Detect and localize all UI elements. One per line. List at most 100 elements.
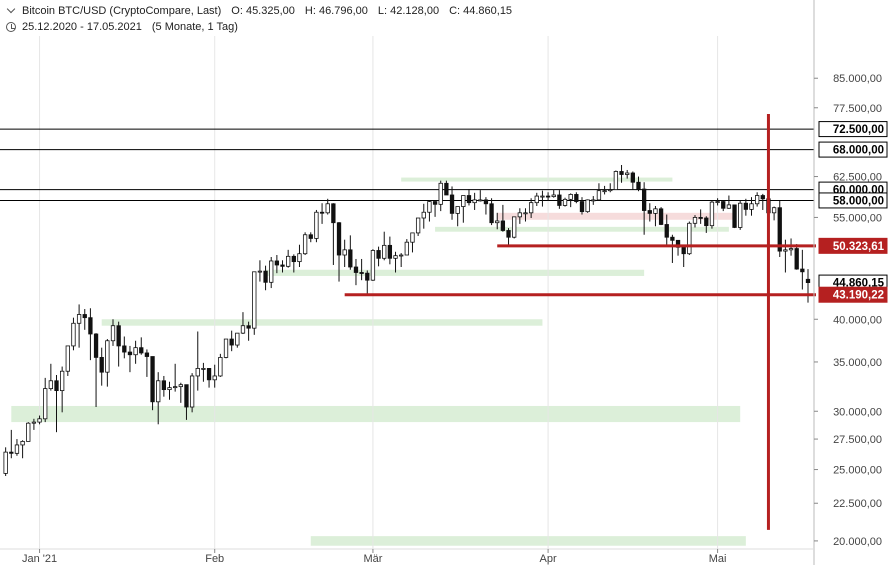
candle-body — [76, 314, 82, 324]
y-tick-label: 62.500,00 — [833, 172, 882, 184]
candle-body — [613, 171, 619, 191]
candle-body — [218, 357, 223, 377]
candle-body — [517, 212, 522, 218]
candle-body — [110, 325, 116, 342]
candle-body — [387, 244, 393, 259]
candle-body — [771, 207, 777, 214]
candle-body — [545, 195, 551, 198]
resistance-label-box — [818, 141, 888, 158]
open-value: O: 45.325,00 — [231, 5, 295, 17]
candle-body — [291, 255, 296, 263]
x-tick-label: Mär — [363, 553, 382, 565]
candle-body — [698, 217, 703, 219]
candle-body — [760, 195, 765, 200]
y-tick-label: 20.000,00 — [833, 536, 882, 548]
candle-body — [630, 172, 635, 183]
candle-body — [229, 338, 234, 346]
candle-body — [432, 201, 438, 205]
candle-body — [88, 317, 93, 335]
candle-body — [427, 201, 432, 213]
candle-body — [60, 370, 65, 392]
candle-body — [99, 357, 104, 373]
candle-body — [670, 236, 675, 241]
candle-body — [353, 266, 359, 273]
candle-body — [235, 332, 240, 346]
candle-body — [331, 203, 336, 224]
candle-body — [201, 368, 206, 370]
candle-body — [681, 246, 686, 255]
candle-body — [365, 272, 370, 281]
candle-body — [625, 172, 630, 175]
candle-body — [664, 224, 669, 238]
candle-body — [252, 271, 257, 329]
candle-body — [794, 248, 799, 270]
resistance-lines-layer — [0, 128, 814, 201]
resistance-label-box — [818, 121, 888, 138]
candle-body — [461, 195, 466, 207]
candle-body — [376, 250, 381, 259]
candle-body — [65, 345, 70, 372]
candle-body — [562, 198, 568, 206]
candle-body — [692, 217, 698, 224]
candle-body — [709, 201, 715, 227]
candle-body — [195, 368, 200, 377]
quote-row: Bitcoin BTC/USD (CryptoCompare, Last) O:… — [6, 5, 522, 17]
candle-body — [591, 199, 596, 202]
instrument-name: Bitcoin BTC/USD (CryptoCompare, Last) — [22, 5, 222, 17]
candle-body — [472, 199, 477, 204]
candle-body — [585, 199, 590, 213]
candle-body — [325, 203, 330, 214]
candle-body — [754, 195, 760, 205]
resistance-label: 68.000,00 — [833, 145, 884, 157]
candle-body — [257, 270, 263, 273]
candle-body — [167, 387, 172, 391]
zone-band — [401, 177, 673, 182]
y-tick-label: 85.000,00 — [833, 73, 882, 85]
support-label: 43.190,22 — [833, 290, 884, 302]
candle-body — [800, 268, 805, 273]
candle-body — [466, 195, 472, 204]
low-value: L: 42.128,00 — [377, 5, 440, 17]
candle-body — [274, 260, 280, 266]
candle-body — [14, 444, 20, 454]
candle-body — [189, 375, 195, 408]
candle-body — [71, 322, 76, 347]
candle-body — [314, 211, 319, 239]
candle-body — [483, 199, 489, 205]
y-tick-label: 77.500,00 — [833, 103, 882, 115]
candle-body — [286, 255, 291, 267]
candle-body — [246, 325, 251, 329]
candle-body — [540, 195, 545, 198]
resistance-label: 58.000,00 — [833, 195, 884, 207]
candle-body — [308, 234, 313, 239]
candle-body — [579, 201, 585, 213]
candle-body — [31, 421, 37, 424]
candle-body — [568, 194, 573, 200]
candle-body — [715, 201, 720, 203]
zone-band — [435, 226, 729, 232]
period-label: (5 Monate, 1 Tag) — [151, 21, 238, 33]
candle-body — [156, 380, 161, 403]
candle-body — [658, 208, 664, 225]
candle-body — [608, 189, 613, 192]
candle-body — [636, 181, 641, 190]
y-tick-label: 55.000,00 — [833, 212, 882, 224]
candle-body — [336, 222, 342, 256]
candle-body — [777, 207, 782, 252]
candle-body — [557, 194, 562, 206]
candle-body — [139, 347, 144, 354]
candle-body — [788, 248, 794, 251]
candle-body — [370, 250, 376, 281]
candle-body — [506, 230, 511, 238]
candle-body — [749, 203, 754, 210]
zone-band — [310, 536, 746, 546]
candle-body — [393, 255, 398, 259]
candle-body — [206, 368, 212, 381]
candle-body — [534, 195, 539, 204]
candle-body — [805, 278, 811, 283]
candle-body — [704, 217, 709, 227]
support-label-box — [818, 286, 888, 303]
candle-body — [212, 375, 217, 381]
y-tick-label: 40.000,00 — [833, 314, 882, 326]
candle-body — [37, 418, 42, 423]
